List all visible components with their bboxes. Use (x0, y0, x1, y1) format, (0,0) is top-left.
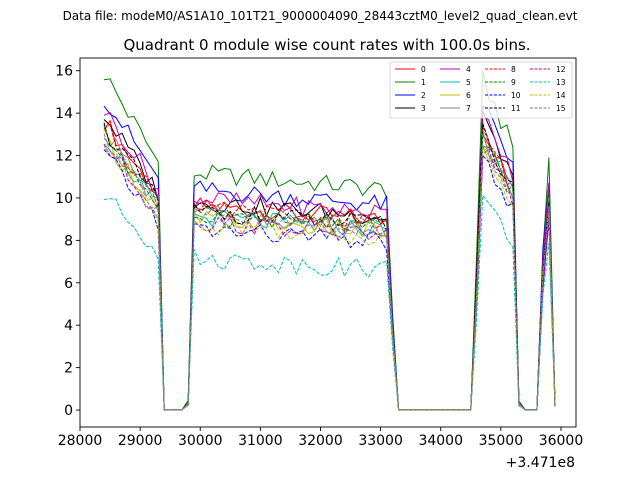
y-tick-label-6: 6 (64, 276, 73, 292)
legend-label-14: 14 (556, 91, 566, 100)
legend-label-12: 12 (556, 65, 566, 74)
y-tick-label-4: 4 (64, 318, 73, 334)
x-tick-label-34000: 34000 (418, 433, 463, 449)
series-line-14 (103, 142, 556, 411)
legend-label-5: 5 (466, 78, 471, 87)
series-line-9 (103, 125, 556, 411)
series-line-2 (103, 105, 556, 411)
series-line-5 (103, 143, 556, 411)
x-tick-label-32000: 32000 (298, 433, 343, 449)
x-offset-label: +3.471e8 (506, 455, 575, 471)
x-tick-label-35000: 35000 (479, 433, 524, 449)
series-line-15 (103, 133, 556, 411)
legend-label-3: 3 (421, 104, 426, 113)
legend-box (389, 61, 573, 119)
x-tick-label-30000: 30000 (178, 433, 223, 449)
series-line-0 (103, 119, 556, 411)
legend-label-0: 0 (421, 65, 426, 74)
legend-label-9: 9 (511, 78, 516, 87)
chart-suptitle: Data file: modeM0/AS1A10_101T21_90000040… (63, 9, 578, 23)
y-tick-label-2: 2 (64, 361, 73, 377)
x-tick-label-31000: 31000 (238, 433, 283, 449)
legend-label-13: 13 (556, 78, 566, 87)
legend-label-7: 7 (466, 104, 471, 113)
legend-label-2: 2 (421, 91, 426, 100)
chart-title: Quadrant 0 module wise count rates with … (123, 36, 530, 54)
y-tick-label-10: 10 (55, 191, 73, 207)
x-tick-label-28000: 28000 (58, 433, 103, 449)
legend-label-10: 10 (511, 91, 521, 100)
legend-label-6: 6 (466, 91, 471, 100)
series-line-3 (103, 111, 556, 411)
axes: 28000 29000 30000 31000 32000 33000 34000 35000… (55, 57, 584, 449)
legend-label-11: 11 (511, 104, 521, 113)
legend-label-4: 4 (466, 65, 471, 74)
plot-area (103, 70, 556, 411)
y-tick-label-14: 14 (55, 106, 73, 122)
series-line-6 (103, 129, 556, 411)
series-line-11 (103, 122, 556, 411)
x-tick-label-33000: 33000 (358, 433, 403, 449)
y-tick-label-0: 0 (64, 403, 73, 419)
y-tick-label-16: 16 (55, 64, 73, 80)
y-tick-label-12: 12 (55, 149, 73, 165)
axes-frame (79, 57, 577, 428)
legend-label-8: 8 (511, 65, 516, 74)
x-tick-label-36000: 36000 (539, 433, 584, 449)
series-line-7 (103, 130, 556, 411)
y-tick-label-8: 8 (64, 233, 73, 249)
series-line-10 (103, 149, 556, 411)
x-tick-label-29000: 29000 (118, 433, 163, 449)
series-line-8 (103, 123, 556, 411)
series-line-12 (103, 143, 556, 411)
legend-label-15: 15 (556, 104, 566, 113)
legend-label-1: 1 (421, 78, 426, 87)
